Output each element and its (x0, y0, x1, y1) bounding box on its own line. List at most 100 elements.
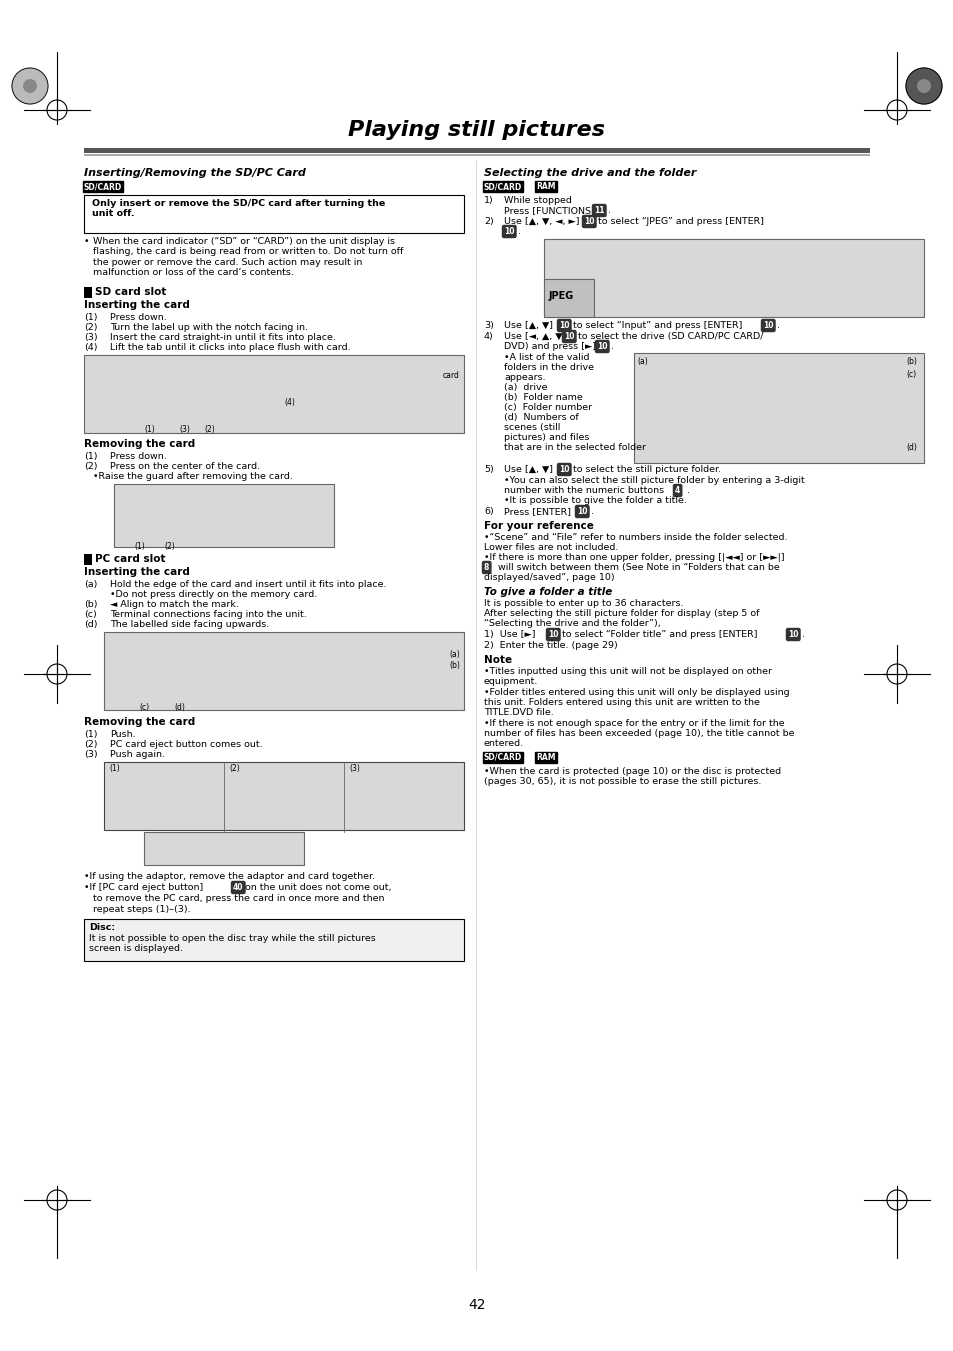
Text: (d): (d) (905, 443, 916, 453)
Bar (104, 632, 463, 711)
Text: (b): (b) (905, 357, 916, 366)
Text: Press [FUNCTIONS]: Press [FUNCTIONS] (503, 205, 594, 215)
Text: (a): (a) (637, 357, 647, 366)
Text: 2)  Enter the title. (page 29): 2) Enter the title. (page 29) (483, 640, 618, 650)
Bar (84, 286, 91, 299)
Text: •“Scene” and “File” refer to numbers inside the folder selected.: •“Scene” and “File” refer to numbers ins… (483, 534, 786, 542)
Text: Lift the tab until it clicks into place flush with card.: Lift the tab until it clicks into place … (110, 343, 351, 353)
Text: card: card (442, 372, 459, 380)
Text: The labelled side facing upwards.: The labelled side facing upwards. (110, 620, 269, 630)
Text: After selecting the still picture folder for display (step 5 of: After selecting the still picture folder… (483, 609, 759, 617)
Text: (2): (2) (164, 542, 174, 551)
Text: (2): (2) (84, 323, 97, 332)
Text: •Folder titles entered using this unit will only be displayed using: •Folder titles entered using this unit w… (483, 688, 789, 697)
Text: (b)  Folder name: (b) Folder name (503, 393, 582, 403)
Text: will switch between them (See Note in “Folders that can be: will switch between them (See Note in “F… (497, 563, 779, 571)
Bar (543, 239, 923, 317)
Text: SD card slot: SD card slot (95, 286, 166, 297)
Text: .: . (686, 486, 689, 494)
Text: (3): (3) (179, 426, 190, 434)
Text: 10: 10 (762, 322, 773, 330)
Text: Playing still pictures: Playing still pictures (348, 120, 605, 141)
Text: 10: 10 (583, 218, 594, 226)
Text: .: . (517, 227, 520, 236)
Text: Terminal connections facing into the unit.: Terminal connections facing into the uni… (110, 611, 307, 619)
Text: 42: 42 (468, 1298, 485, 1312)
Text: DVD) and press [►]: DVD) and press [►] (503, 342, 596, 351)
Text: It is not possible to open the disc tray while the still pictures
screen is disp: It is not possible to open the disc tray… (89, 934, 375, 954)
Text: 10: 10 (558, 322, 569, 330)
Text: 4: 4 (675, 486, 679, 494)
Bar (84, 195, 463, 232)
Text: to select the drive (SD CARD/PC CARD/: to select the drive (SD CARD/PC CARD/ (578, 332, 762, 340)
Text: Removing the card: Removing the card (84, 439, 195, 449)
Text: to select the still picture folder.: to select the still picture folder. (573, 465, 720, 474)
Text: (1): (1) (144, 426, 154, 434)
Text: to remove the PC card, press the card in once more and then: to remove the PC card, press the card in… (92, 894, 384, 902)
Text: 1): 1) (483, 196, 494, 205)
Text: 11: 11 (594, 205, 604, 215)
Bar (84, 919, 463, 961)
Text: Only insert or remove the SD/PC card after turning the
unit off.: Only insert or remove the SD/PC card aft… (91, 199, 385, 219)
Circle shape (12, 68, 48, 104)
Text: (1): (1) (84, 313, 97, 322)
Text: Use [◄, ▲, ▼]: Use [◄, ▲, ▼] (503, 332, 566, 340)
Text: •If [PC card eject button]: •If [PC card eject button] (84, 884, 203, 892)
Text: Press down.: Press down. (110, 313, 167, 322)
Text: 4): 4) (483, 332, 494, 340)
Bar (634, 353, 923, 463)
Text: (a): (a) (84, 580, 97, 589)
Text: •A list of the valid: •A list of the valid (503, 353, 589, 362)
Text: SD/CARD: SD/CARD (483, 182, 521, 190)
Text: While stopped: While stopped (503, 196, 571, 205)
Text: Push.: Push. (110, 730, 135, 739)
Text: 10: 10 (787, 630, 798, 639)
Text: (4): (4) (84, 343, 97, 353)
Text: repeat steps (1)–(3).: repeat steps (1)–(3). (92, 905, 191, 915)
Text: 40: 40 (233, 884, 243, 892)
Text: (2): (2) (229, 765, 239, 773)
Text: (c): (c) (905, 370, 915, 380)
Text: Use [▲, ▼]: Use [▲, ▼] (503, 465, 553, 474)
Text: •Titles inputted using this unit will not be displayed on other: •Titles inputted using this unit will no… (483, 667, 771, 676)
Text: .: . (776, 322, 780, 330)
Text: For your reference: For your reference (483, 521, 594, 531)
Text: (b): (b) (84, 600, 97, 609)
Text: Inserting the card: Inserting the card (84, 567, 190, 577)
Text: Inserting the card: Inserting the card (84, 300, 190, 309)
Text: 3): 3) (483, 322, 494, 330)
Text: pictures) and files: pictures) and files (503, 434, 589, 442)
Text: 10: 10 (503, 227, 514, 236)
Text: It is possible to enter up to 36 characters.: It is possible to enter up to 36 charact… (483, 598, 682, 608)
Text: 10: 10 (558, 465, 569, 474)
Text: 6): 6) (483, 507, 494, 516)
Text: number with the numeric buttons: number with the numeric buttons (503, 486, 663, 494)
Text: (1): (1) (109, 765, 120, 773)
Circle shape (24, 80, 36, 92)
Text: (2): (2) (204, 426, 214, 434)
Text: (pages 30, 65), it is not possible to erase the still pictures.: (pages 30, 65), it is not possible to er… (483, 777, 760, 786)
Text: 10: 10 (563, 332, 574, 340)
Text: •Do not press directly on the memory card.: •Do not press directly on the memory car… (110, 590, 317, 598)
Text: (a)  drive: (a) drive (503, 382, 547, 392)
Text: Disc:: Disc: (89, 923, 115, 932)
Text: Push again.: Push again. (110, 750, 165, 759)
Text: .: . (801, 630, 804, 639)
Text: Press down.: Press down. (110, 453, 167, 461)
Text: •If using the adaptor, remove the adaptor and card together.: •If using the adaptor, remove the adapto… (84, 871, 375, 881)
Bar (144, 832, 304, 865)
Text: (d): (d) (84, 620, 97, 630)
Bar (84, 355, 463, 434)
Bar (113, 484, 334, 547)
Text: Press on the center of the card.: Press on the center of the card. (110, 462, 260, 471)
Text: (2): (2) (84, 740, 97, 748)
Text: •Raise the guard after removing the card.: •Raise the guard after removing the card… (92, 471, 293, 481)
Bar (84, 154, 869, 155)
Text: ◄ Align to match the mark.: ◄ Align to match the mark. (110, 600, 238, 609)
Text: folders in the drive: folders in the drive (503, 363, 594, 372)
Text: RAM: RAM (536, 182, 555, 190)
Text: JPEG: JPEG (548, 290, 574, 301)
Bar (84, 554, 91, 565)
Text: •: • (84, 236, 90, 246)
Text: to select “Input” and press [ENTER]: to select “Input” and press [ENTER] (573, 322, 741, 330)
